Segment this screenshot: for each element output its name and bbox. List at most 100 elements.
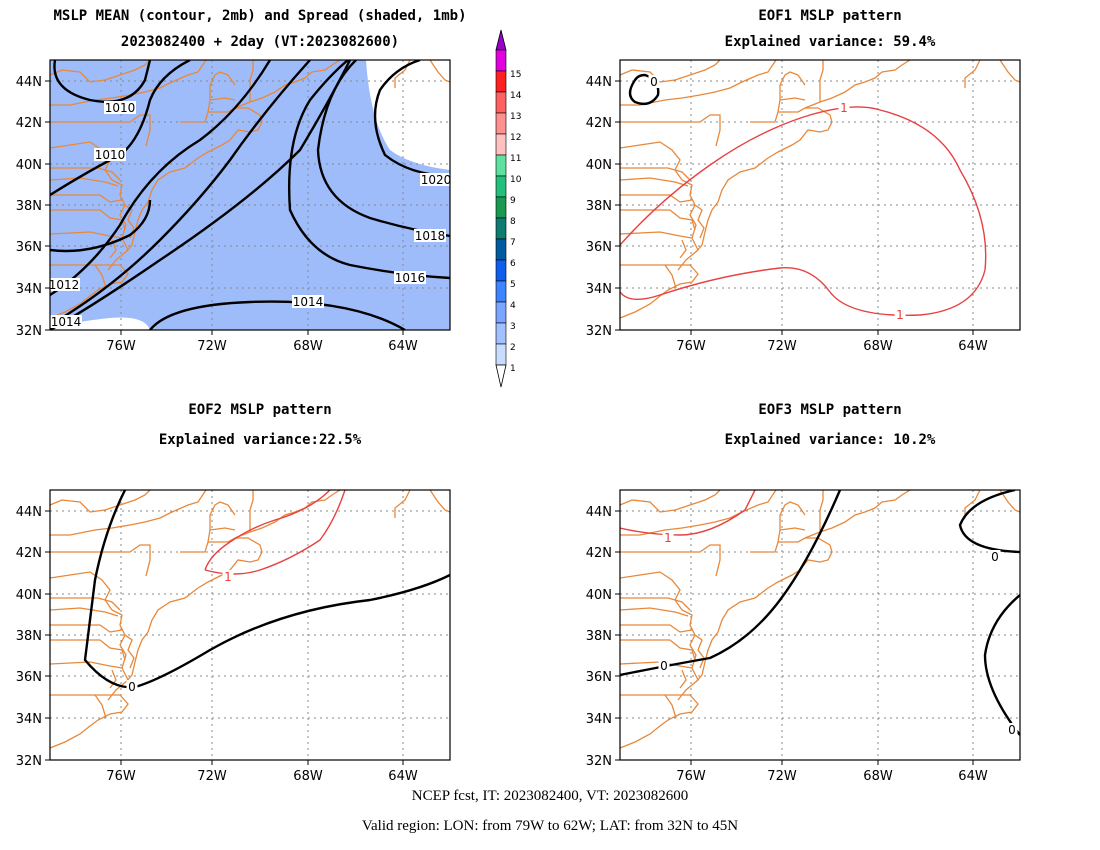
contour-line [628, 73, 660, 106]
colorbar-box [495, 217, 507, 240]
map-frame [619, 59, 1021, 331]
colorbar-label: 9 [510, 196, 516, 206]
colorbar-label: 14 [510, 91, 522, 101]
lat-label: 32N [16, 324, 42, 339]
contour-label-bg [658, 659, 670, 672]
lat-label: 36N [586, 670, 612, 685]
lat-label: 36N [16, 670, 42, 685]
colorbar-label: 7 [510, 238, 516, 248]
contour-label: 1014 [51, 315, 82, 329]
lon-label: 72W [767, 339, 797, 354]
footer-line2: Valid region: LON: from 79W to 62W; LAT:… [361, 818, 739, 834]
lat-label: 38N [586, 199, 612, 214]
lon-label: 64W [958, 769, 988, 784]
lat-label: 40N [586, 588, 612, 603]
colorbar-box [495, 238, 507, 261]
lat-label: 44N [586, 505, 612, 520]
lat-label: 44N [586, 75, 612, 90]
contour-line [620, 490, 842, 677]
colorbar-box [495, 343, 507, 366]
colorbar-box [495, 133, 507, 156]
contour-line [50, 60, 352, 330]
lat-label: 34N [16, 712, 42, 727]
contour-label: 1010 [95, 148, 126, 162]
panel1-title-line2: 2023082400 + 2day (VT:2023082600) [120, 34, 400, 50]
lon-label: 76W [106, 339, 136, 354]
lat-label: 32N [586, 324, 612, 339]
colorbar-label: 12 [510, 133, 521, 143]
map-frame [619, 489, 1021, 761]
colorbar-label: 5 [510, 280, 516, 290]
contour-line [204, 490, 346, 575]
lon-label: 76W [676, 339, 706, 354]
contour-label-bg [989, 550, 1001, 563]
colorbar-box [495, 154, 507, 177]
panel1-title-line1: MSLP MEAN (contour, 2mb) and Spread (sha… [53, 8, 467, 24]
contour-line [958, 490, 1020, 554]
contour-label: 0 [128, 680, 136, 694]
lat-label: 40N [16, 588, 42, 603]
contour-label: 0 [660, 659, 668, 673]
colorbar-label: 15 [510, 70, 521, 80]
map-panel-4: 1 0 0 0 32N 34N 36N 38N 40N 42N 44N 76W 72W 68W 64W [586, 489, 1021, 784]
contour-label-bg [648, 75, 660, 88]
colorbar-box [495, 175, 507, 198]
colorbar-box [495, 49, 507, 72]
map-area: 10 [50, 490, 450, 760]
panel2-title-line1: EOF1 MSLP pattern [758, 8, 902, 24]
lat-label: 32N [586, 754, 612, 769]
contour-label-bg [104, 101, 136, 114]
lon-label: 68W [863, 339, 893, 354]
contour-label: 1 [840, 101, 848, 115]
colorbar-label: 1 [510, 364, 516, 374]
map-panel-1: 1010 1010 1012 1014 1014 1016 1018 1020 32N 34N 36… [16, 59, 452, 354]
contour-label-bg [838, 101, 850, 114]
contour-label-bg [1006, 723, 1018, 736]
contour-line [373, 60, 450, 178]
colorbar-label: 6 [510, 259, 516, 269]
lon-label: 64W [958, 339, 988, 354]
lon-label: 72W [767, 769, 797, 784]
lon-label: 76W [676, 769, 706, 784]
colorbar-box [495, 91, 507, 114]
panels-root: 1010101010121014101410161018102032N34N36… [16, 29, 1021, 784]
contour-label-bg [420, 173, 450, 186]
contour-label: 1020 [421, 173, 452, 187]
panel2-title-line2: Explained variance: 59.4% [724, 34, 936, 50]
lat-label: 32N [16, 754, 42, 769]
contour-label: 1014 [293, 295, 324, 309]
lat-label: 42N [586, 546, 612, 561]
colorbar-label: 10 [510, 175, 522, 185]
lat-label: 42N [586, 116, 612, 131]
lat-label: 36N [16, 240, 42, 255]
map-frame [49, 59, 451, 331]
contour-line [149, 300, 406, 330]
contour-label-bg [222, 570, 234, 583]
contour-line [983, 594, 1020, 736]
panel3-title-line1: EOF2 MSLP pattern [188, 402, 332, 418]
lat-label: 40N [16, 158, 42, 173]
contour-line [620, 106, 987, 317]
lon-label: 64W [388, 339, 418, 354]
colorbar-label: 11 [510, 154, 521, 164]
panel4-title-line1: EOF3 MSLP pattern [758, 402, 902, 418]
colorbar-label: 4 [510, 301, 516, 311]
lat-label: 34N [16, 282, 42, 297]
contour-label: 1010 [105, 101, 136, 115]
lat-label: 34N [586, 282, 612, 297]
contour-line [316, 60, 450, 238]
contour-line [50, 60, 311, 327]
contour-line [287, 60, 450, 280]
colorbar-box [495, 280, 507, 303]
contour-label: 0 [1008, 723, 1016, 737]
panel4-title-line2: Explained variance: 10.2% [724, 432, 936, 448]
colorbar-label: 2 [510, 343, 516, 353]
colorbar-box [495, 70, 507, 93]
colorbar-label: 13 [510, 112, 521, 122]
lon-label: 76W [106, 769, 136, 784]
contour-line [50, 60, 272, 297]
lat-label: 40N [586, 158, 612, 173]
